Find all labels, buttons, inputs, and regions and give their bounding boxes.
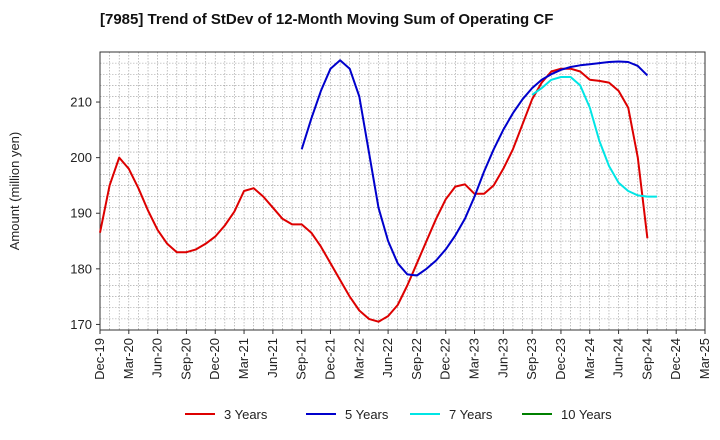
- x-tick-label: Jun-22: [380, 338, 395, 378]
- legend-label: 10 Years: [561, 407, 612, 422]
- x-tick-label: Dec-23: [553, 338, 568, 380]
- y-tick-label: 210: [70, 95, 92, 110]
- x-tick-label: Sep-24: [639, 338, 654, 380]
- series-line-5-years: [300, 59, 649, 277]
- x-tick-label: Mar-20: [121, 338, 136, 379]
- x-tick-label: Mar-22: [351, 338, 366, 379]
- series-line-7-years: [531, 76, 657, 198]
- x-tick-label: Mar-21: [236, 338, 251, 379]
- x-tick-label: Jun-24: [611, 338, 626, 378]
- x-tick-label: Jun-20: [150, 338, 165, 378]
- x-tick-label: Dec-24: [668, 338, 683, 380]
- x-tick-label: Jun-21: [265, 338, 280, 378]
- x-tick-label: Jun-23: [495, 338, 510, 378]
- y-tick-label: 190: [70, 206, 92, 221]
- series-line-3-years: [99, 67, 649, 323]
- x-tick-label: Dec-21: [322, 338, 337, 380]
- x-tick-label: Mar-24: [582, 338, 597, 379]
- x-tick-label: Sep-21: [294, 338, 309, 380]
- x-tick-label: Sep-22: [409, 338, 424, 380]
- y-axis-label: Amount (million yen): [7, 132, 22, 251]
- y-tick-label: 180: [70, 261, 92, 276]
- x-tick-label: Sep-23: [524, 338, 539, 380]
- x-tick-label: Dec-20: [207, 338, 222, 380]
- y-tick-label: 200: [70, 150, 92, 165]
- x-tick-label: Dec-19: [92, 338, 107, 380]
- legend-label: 3 Years: [224, 407, 268, 422]
- legend-label: 7 Years: [449, 407, 493, 422]
- legend-label: 5 Years: [345, 407, 389, 422]
- x-tick-label: Mar-23: [467, 338, 482, 379]
- x-tick-label: Mar-25: [697, 338, 712, 379]
- plot-area-border: [99, 51, 706, 331]
- y-tick-label: 170: [70, 317, 92, 332]
- x-tick-label: Sep-20: [178, 338, 193, 380]
- chart-title: [7985] Trend of StDev of 12-Month Moving…: [100, 11, 554, 28]
- x-tick-label: Dec-22: [438, 338, 453, 380]
